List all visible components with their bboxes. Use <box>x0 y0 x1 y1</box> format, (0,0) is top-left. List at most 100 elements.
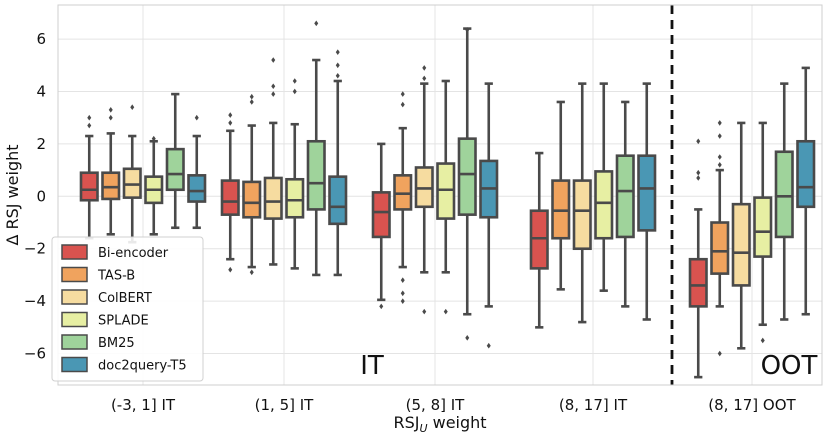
x-tick-label: (5, 8] IT <box>406 396 466 414</box>
box <box>688 257 708 308</box>
box-group <box>731 121 751 350</box>
x-tick-label: (8, 17] IT <box>559 396 628 414</box>
outlier-point <box>696 175 701 181</box>
box-group <box>796 66 816 316</box>
box <box>615 154 635 239</box>
box <box>414 166 434 209</box>
box-group <box>263 57 283 266</box>
y-tick-label: 4 <box>36 82 46 100</box>
legend-label: Bi-encoder <box>98 246 169 261</box>
y-tick-label: −6 <box>24 345 46 363</box>
outlier-point <box>400 277 405 283</box>
outlier-point <box>422 75 427 82</box>
outlier-point <box>271 83 276 90</box>
box-group <box>615 100 635 308</box>
box <box>263 176 283 220</box>
box <box>753 196 773 258</box>
legend-swatch <box>61 266 88 283</box>
outlier-point <box>87 122 92 129</box>
outlier-point <box>228 112 233 118</box>
outlier-point <box>151 135 156 142</box>
legend-label: doc2query-T5 <box>98 359 187 374</box>
legend-label: BM25 <box>98 336 135 351</box>
outlier-point <box>314 20 319 27</box>
outlier-point <box>335 49 340 55</box>
box-group <box>144 135 164 236</box>
outlier-point <box>696 138 701 145</box>
outlier-point <box>379 303 384 310</box>
outlier-point <box>717 133 722 139</box>
outlier-point <box>717 162 722 168</box>
box <box>242 180 262 219</box>
box <box>393 174 413 211</box>
y-tick-label: 6 <box>36 30 46 48</box>
outlier-point <box>108 114 113 121</box>
box <box>436 162 456 220</box>
outlier-point <box>465 27 470 33</box>
box <box>187 174 207 203</box>
box <box>457 137 477 216</box>
box-group <box>306 20 326 277</box>
outlier-point <box>249 99 254 105</box>
outlier-point <box>400 91 405 97</box>
box <box>165 147 185 192</box>
box <box>328 175 348 226</box>
outlier-point <box>400 290 405 297</box>
legend-label: TAS-B <box>97 269 135 284</box>
box <box>529 209 549 270</box>
y-axis-label: Δ RSJ weight <box>3 144 22 245</box>
box-group <box>457 27 477 341</box>
legend-box <box>51 236 204 382</box>
x-axis-label-subscript: U <box>419 422 427 434</box>
box-group <box>220 112 240 273</box>
box <box>796 139 816 209</box>
outlier-point <box>717 350 722 357</box>
box <box>101 171 121 201</box>
outlier-point <box>400 101 405 108</box>
box-group <box>371 142 391 310</box>
outlier-point <box>194 114 199 121</box>
box-group <box>479 82 499 349</box>
outlier-point <box>271 57 276 63</box>
box-series <box>79 20 816 379</box>
box <box>371 191 391 239</box>
box-group <box>753 121 773 344</box>
y-tick-label: −4 <box>24 292 46 310</box>
box-group <box>529 151 549 329</box>
outlier-point <box>271 91 276 97</box>
box <box>637 154 657 232</box>
x-axis-label-tail: weight <box>428 413 487 432</box>
outlier-point <box>130 104 135 111</box>
outlier-point <box>228 266 233 273</box>
x-axis-label: RSJU weight <box>393 413 486 434</box>
legend-swatch <box>61 356 88 373</box>
box-group <box>572 82 592 324</box>
outlier-point <box>108 107 113 113</box>
y-tick-label: −2 <box>24 240 46 258</box>
box-group <box>79 114 99 240</box>
box <box>306 139 326 211</box>
legend-swatch <box>61 244 88 260</box>
box-group <box>393 91 413 304</box>
outlier-point <box>228 120 233 126</box>
legend-swatch <box>61 289 88 305</box>
outlier-point <box>249 269 254 276</box>
box-group <box>551 100 571 291</box>
region-label-it: IT <box>360 351 384 381</box>
outlier-point <box>400 298 405 304</box>
box-group <box>242 93 262 276</box>
box-group <box>122 104 142 244</box>
box <box>710 221 730 275</box>
outlier-point <box>717 120 722 126</box>
box-group <box>101 107 121 236</box>
box-group <box>187 114 207 230</box>
outlier-point <box>443 308 448 315</box>
box-group <box>165 92 185 230</box>
box <box>731 202 751 287</box>
x-tick-label: (1, 5] IT <box>255 396 315 414</box>
x-axis-label-main: RSJ <box>393 413 419 432</box>
box <box>79 171 99 202</box>
box <box>572 179 592 251</box>
box-group <box>710 120 730 357</box>
outlier-point <box>717 154 722 160</box>
